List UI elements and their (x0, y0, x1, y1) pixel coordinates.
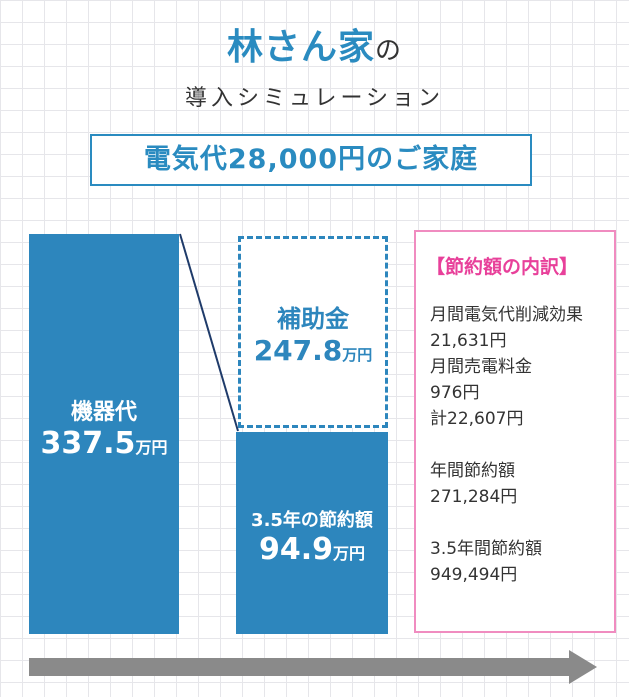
breakdown-line: 271,284円 (430, 487, 518, 507)
subsidy-value: 247.8 (253, 334, 343, 367)
breakdown-line: 年間節約額 (430, 461, 515, 481)
equipment-cost-value: 337.5 (40, 426, 136, 461)
breakdown-line: 計22,607円 (430, 409, 524, 429)
savings-unit: 万円 (333, 544, 366, 563)
breakdown-line: 21,631円 (430, 331, 507, 351)
premise-box: 電気代28,000円のご家庭 (90, 134, 532, 186)
subsidy-box: 補助金 247.8万円 (238, 236, 388, 428)
subsidy-unit: 万円 (342, 346, 373, 364)
page-title: 林さん家の (0, 18, 629, 70)
breakdown-line: 976円 (430, 383, 480, 403)
savings-label: 3.5年の節約額 (251, 510, 373, 531)
savings-value: 94.9 (258, 532, 333, 567)
breakdown-heading: 【節約額の内訳】 (426, 256, 579, 278)
breakdown-line: 月間売電料金 (430, 357, 532, 377)
title-particle: の (375, 36, 403, 66)
subsidy-label: 補助金 (277, 305, 349, 333)
breakdown-line: 3.5年間節約額 (430, 539, 543, 559)
equipment-cost-label: 機器代 (70, 400, 137, 425)
equipment-cost-bar: 機器代 337.5万円 (29, 234, 179, 634)
savings-bar: 3.5年の節約額 94.9万円 (236, 432, 388, 634)
equipment-cost-unit: 万円 (135, 438, 168, 457)
breakdown-line: 949,494円 (430, 565, 518, 585)
title-name: 林さん家 (226, 27, 375, 68)
savings-breakdown-panel: 【節約額の内訳】 月間電気代削減効果 21,631円 月間売電料金 976円 計… (414, 230, 616, 633)
page-subtitle: 導入シミュレーション (184, 86, 445, 111)
breakdown-line: 月間電気代削減効果 (430, 305, 583, 325)
